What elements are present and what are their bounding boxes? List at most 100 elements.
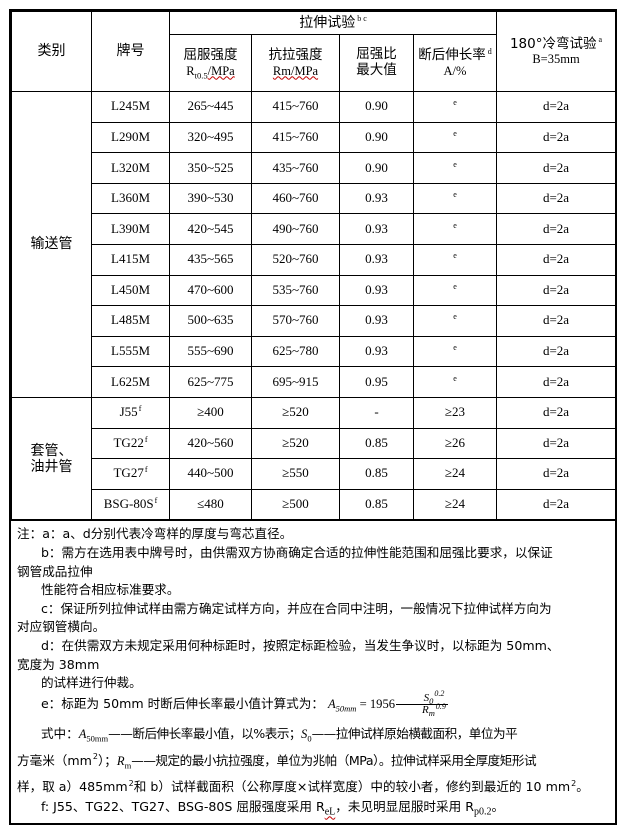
- formula-fraction: S00.2 Rm0.9: [396, 690, 448, 718]
- note-ref-a: a: [598, 35, 603, 45]
- grade-cell: L485M: [91, 305, 170, 337]
- notes-section: 注：a：a、d分别代表冷弯样的厚度与弯芯直径。 b：需方在选用表中牌号时，由供需…: [11, 520, 615, 823]
- header-grade: 牌号: [91, 11, 170, 92]
- header-category: 类别: [11, 11, 92, 92]
- bend-cell: d=2a: [496, 152, 616, 184]
- note-ref-f: f: [144, 434, 148, 444]
- elongation-cell: e: [413, 121, 497, 154]
- header-elongation: 断后伸长率 d A/%: [413, 34, 497, 92]
- grade-cell: L415M: [91, 243, 170, 276]
- table-row: L485M 500~635 570~760 0.93 e d=2a: [12, 305, 616, 337]
- note-d-line2: 宽度为 38mm: [17, 656, 100, 672]
- tensile-cell: 460~760: [251, 182, 340, 215]
- yield-cell: 265~445: [169, 91, 252, 123]
- elongation-cell: e: [413, 213, 497, 245]
- yield-cell: ≥400: [169, 396, 252, 429]
- header-cold-bend-test: 180°冷弯试验 a B=35mm: [496, 11, 616, 92]
- grade-cell: L290M: [91, 121, 170, 154]
- tensile-cell: 570~760: [251, 305, 340, 337]
- spec-table-sheet: 类别 牌号 拉伸试验 b c 180°冷弯试验 a B=35mm 屈服强度 Rt0.5…: [9, 9, 617, 826]
- tensile-cell: 520~760: [251, 243, 340, 276]
- ratio-cell: 0.93: [339, 335, 414, 368]
- bend-cell: d=2a: [496, 305, 616, 337]
- header-tensile-strength: 抗拉强度 Rm/MPa: [251, 34, 340, 92]
- tensile-cell: 435~760: [251, 152, 340, 184]
- yield-cell: 500~635: [169, 305, 252, 337]
- note-f: f: J55、TG22、TG27、BSG-80S 屈服强度采用 ReL，未见明显…: [40, 798, 505, 818]
- bend-cell: d=2a: [496, 243, 616, 276]
- grade-cell: L360M: [91, 182, 170, 215]
- ratio-cell: 0.93: [339, 243, 414, 276]
- bend-cell: d=2a: [496, 396, 616, 429]
- note-ref-d: d: [487, 46, 492, 56]
- header-yield-ratio: 屈强比 最大值: [339, 34, 414, 92]
- table-row: L555M 555~690 625~780 0.93 e d=2a: [12, 335, 616, 368]
- table-row: BSG-80Sf ≤480 ≥500 0.85 ≥24 d=2a: [12, 488, 616, 521]
- table-row: L415M 435~565 520~760 0.93 e d=2a: [12, 243, 616, 276]
- note-b-line2: 钢管成品拉伸: [17, 563, 93, 579]
- note-b-line3: 性能符合相应标准要求。: [40, 582, 180, 598]
- grade-cell: BSG-80Sf: [91, 488, 170, 521]
- yield-cell: 470~600: [169, 274, 252, 307]
- elongation-cell: e: [413, 152, 497, 184]
- tensile-cell: 695~915: [251, 366, 340, 398]
- table-row: TG27f 440~500 ≥550 0.85 ≥24 d=2a: [12, 458, 616, 490]
- header-tensile-test-group: 拉伸试验 b c: [169, 11, 497, 35]
- steel-grade-spec-table: 类别 牌号 拉伸试验 b c 180°冷弯试验 a B=35mm 屈服强度 Rt0.5…: [11, 11, 616, 521]
- elongation-cell: e: [413, 91, 497, 123]
- tensile-cell: 535~760: [251, 274, 340, 307]
- note-where-line3: 样，取 a）485mm2和 b）试样截面积（公称厚度×试样宽度）中的较小者，修约…: [17, 779, 589, 795]
- bend-cell: d=2a: [496, 121, 616, 154]
- note-ref-f: f: [138, 403, 142, 413]
- yield-cell: 320~495: [169, 121, 252, 154]
- elongation-cell: ≥26: [413, 427, 497, 460]
- ratio-cell: 0.90: [339, 121, 414, 154]
- ratio-cell: 0.93: [339, 274, 414, 307]
- table-row: L390M 420~545 490~760 0.93 e d=2a: [12, 213, 616, 245]
- ratio-cell: 0.90: [339, 91, 414, 123]
- table-row: L625M 625~775 695~915 0.95 e d=2a: [12, 366, 616, 398]
- tensile-cell: 415~760: [251, 121, 340, 154]
- bend-cell: d=2a: [496, 427, 616, 460]
- tensile-cell: ≥500: [251, 488, 340, 521]
- ratio-cell: 0.90: [339, 152, 414, 184]
- header-row-top: 类别 牌号 拉伸试验 b c 180°冷弯试验 a B=35mm: [11, 11, 616, 92]
- ratio-cell: 0.85: [339, 488, 414, 521]
- bend-cell: d=2a: [496, 91, 616, 123]
- bend-cell: d=2a: [496, 274, 616, 307]
- header-yield-strength: 屈服强度 Rt0.5/MPa: [169, 34, 252, 92]
- note-a: 注：a：a、d分别代表冷弯样的厚度与弯芯直径。: [17, 526, 293, 542]
- table-row: L450M 470~600 535~760 0.93 e d=2a: [12, 274, 616, 307]
- bend-cell: d=2a: [496, 366, 616, 398]
- elongation-cell: ≥24: [413, 458, 497, 490]
- elongation-cell: e: [413, 366, 497, 398]
- note-where-line1: 式中：A50mm——断后伸长率最小值，以%表示；S0——拉伸试样原始横截面积，单…: [40, 726, 518, 744]
- bend-cell: d=2a: [496, 488, 616, 521]
- grade-cell: J55f: [91, 396, 170, 429]
- bend-cell: d=2a: [496, 182, 616, 215]
- table-header: 类别 牌号 拉伸试验 b c 180°冷弯试验 a B=35mm 屈服强度 Rt0.5…: [11, 11, 616, 92]
- yield-cell: 440~500: [169, 458, 252, 490]
- note-where-line2: 方毫米（mm2）；Rm——规定的最小抗拉强度，单位为兆帕（MPa）。拉伸试样采用…: [17, 752, 537, 771]
- bend-cell: d=2a: [496, 335, 616, 368]
- grade-cell: L555M: [91, 335, 170, 368]
- ratio-cell: 0.85: [339, 427, 414, 460]
- bend-cell: d=2a: [496, 213, 616, 245]
- elongation-cell: e: [413, 243, 497, 276]
- note-ref-b: b: [357, 14, 362, 24]
- table-row: L360M 390~530 460~760 0.93 e d=2a: [12, 182, 616, 215]
- ratio-cell: 0.85: [339, 458, 414, 490]
- table-row: 套管、 油井管 J55f ≥400 ≥520 - ≥23 d=2a: [11, 396, 616, 521]
- ratio-cell: -: [339, 396, 414, 429]
- grade-cell: L625M: [91, 366, 170, 398]
- table-row: L320M 350~525 435~760 0.90 e d=2a: [12, 152, 616, 184]
- note-d-line3: 的试样进行仲裁。: [40, 675, 142, 691]
- note-c-line2: 对应钢管横向。: [17, 619, 106, 635]
- elongation-cell: e: [413, 305, 497, 337]
- category-cell-casing-oil-well-pipe: 套管、 油井管: [11, 396, 92, 521]
- ratio-cell: 0.93: [339, 305, 414, 337]
- note-c-line1: c：保证所列拉伸试样由需方确定试样方向，并应在合同中注明，一般情况下拉伸试样方向…: [40, 600, 552, 616]
- yield-cell: 435~565: [169, 243, 252, 276]
- tensile-cell: 490~760: [251, 213, 340, 245]
- grade-cell: TG27f: [91, 458, 170, 490]
